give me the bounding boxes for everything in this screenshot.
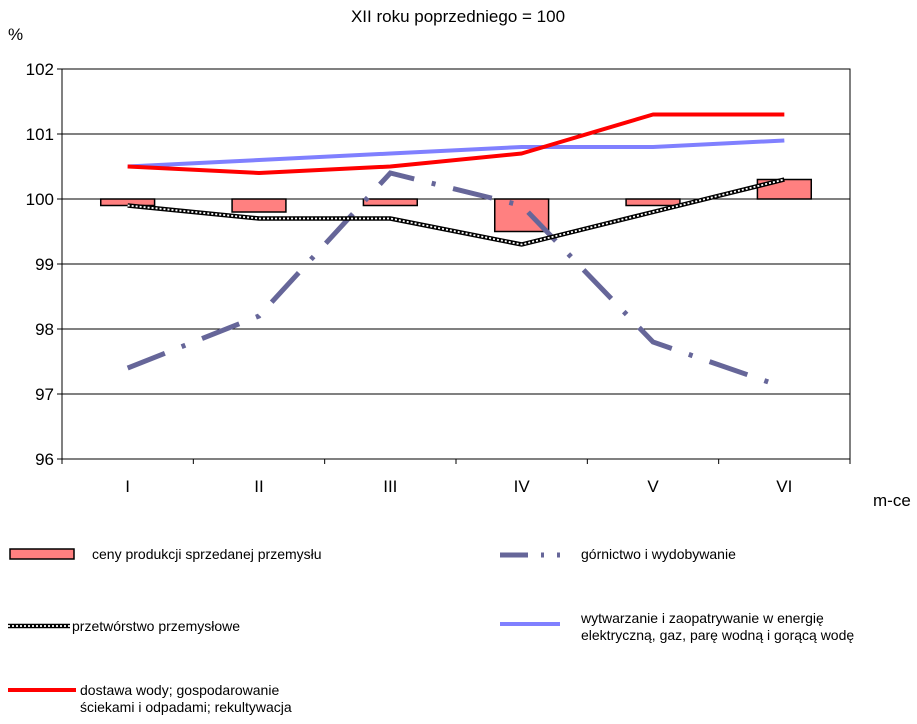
legend bbox=[8, 548, 560, 692]
x-tick-labels: I II III IV V VI bbox=[61, 459, 851, 496]
x-tick-label: II bbox=[254, 477, 263, 496]
y-axis-label: % bbox=[8, 25, 23, 44]
y-tick-labels: 96 97 98 99 100 101 102 bbox=[26, 60, 62, 469]
y-tick-label: 98 bbox=[35, 320, 54, 339]
gridlines bbox=[62, 133, 850, 395]
x-axis-label: m-ce bbox=[873, 491, 911, 510]
y-tick-label: 101 bbox=[26, 125, 54, 144]
line-przetwórstwo-pattern bbox=[127, 178, 785, 246]
legend-label-manufacturing: przetwórstwo przemysłowe bbox=[72, 618, 241, 634]
line-górnictwo bbox=[126, 170, 786, 390]
legend-label-energy-line2: elektryczną, gaz, parę wodną i gorącą wo… bbox=[581, 627, 855, 643]
legend-label-water-line1: dostawa wody; gospodarowanie bbox=[80, 682, 280, 698]
y-tick-label: 99 bbox=[35, 255, 54, 274]
x-tick-label: VI bbox=[776, 477, 792, 496]
legend-label-bar: ceny produkcji sprzedanej przemysłu bbox=[92, 546, 322, 562]
legend-label-mining: górnictwo i wydobywanie bbox=[581, 546, 736, 562]
bar bbox=[362, 198, 419, 207]
legend-swatch-bar bbox=[9, 548, 75, 560]
x-tick-label: V bbox=[647, 477, 659, 496]
y-tick-label: 96 bbox=[35, 450, 54, 469]
legend-label-water-line2: ściekami i odpadami; rekultywacja bbox=[80, 699, 292, 715]
legend-label-energy: wytwarzanie i zaopatrywanie w energię el… bbox=[581, 610, 854, 644]
x-tick-label: III bbox=[383, 477, 397, 496]
y-tick-label: 97 bbox=[35, 385, 54, 404]
x-tick-label: I bbox=[125, 477, 130, 496]
line-wytwarzanie bbox=[127, 138, 785, 169]
bar bbox=[625, 198, 681, 207]
line-dostawa bbox=[127, 112, 785, 175]
y-tick-label: 102 bbox=[26, 60, 54, 79]
line-series bbox=[126, 112, 786, 390]
x-tick-label: IV bbox=[514, 477, 531, 496]
bar bbox=[99, 198, 156, 207]
legend-label-water: dostawa wody; gospodarowanie ściekami i … bbox=[80, 682, 292, 716]
y-tick-label: 100 bbox=[26, 190, 54, 209]
legend-label-energy-line1: wytwarzanie i zaopatrywanie w energię bbox=[581, 610, 824, 626]
bar bbox=[231, 198, 287, 213]
chart-title: XII roku poprzedniego = 100 bbox=[351, 7, 565, 26]
